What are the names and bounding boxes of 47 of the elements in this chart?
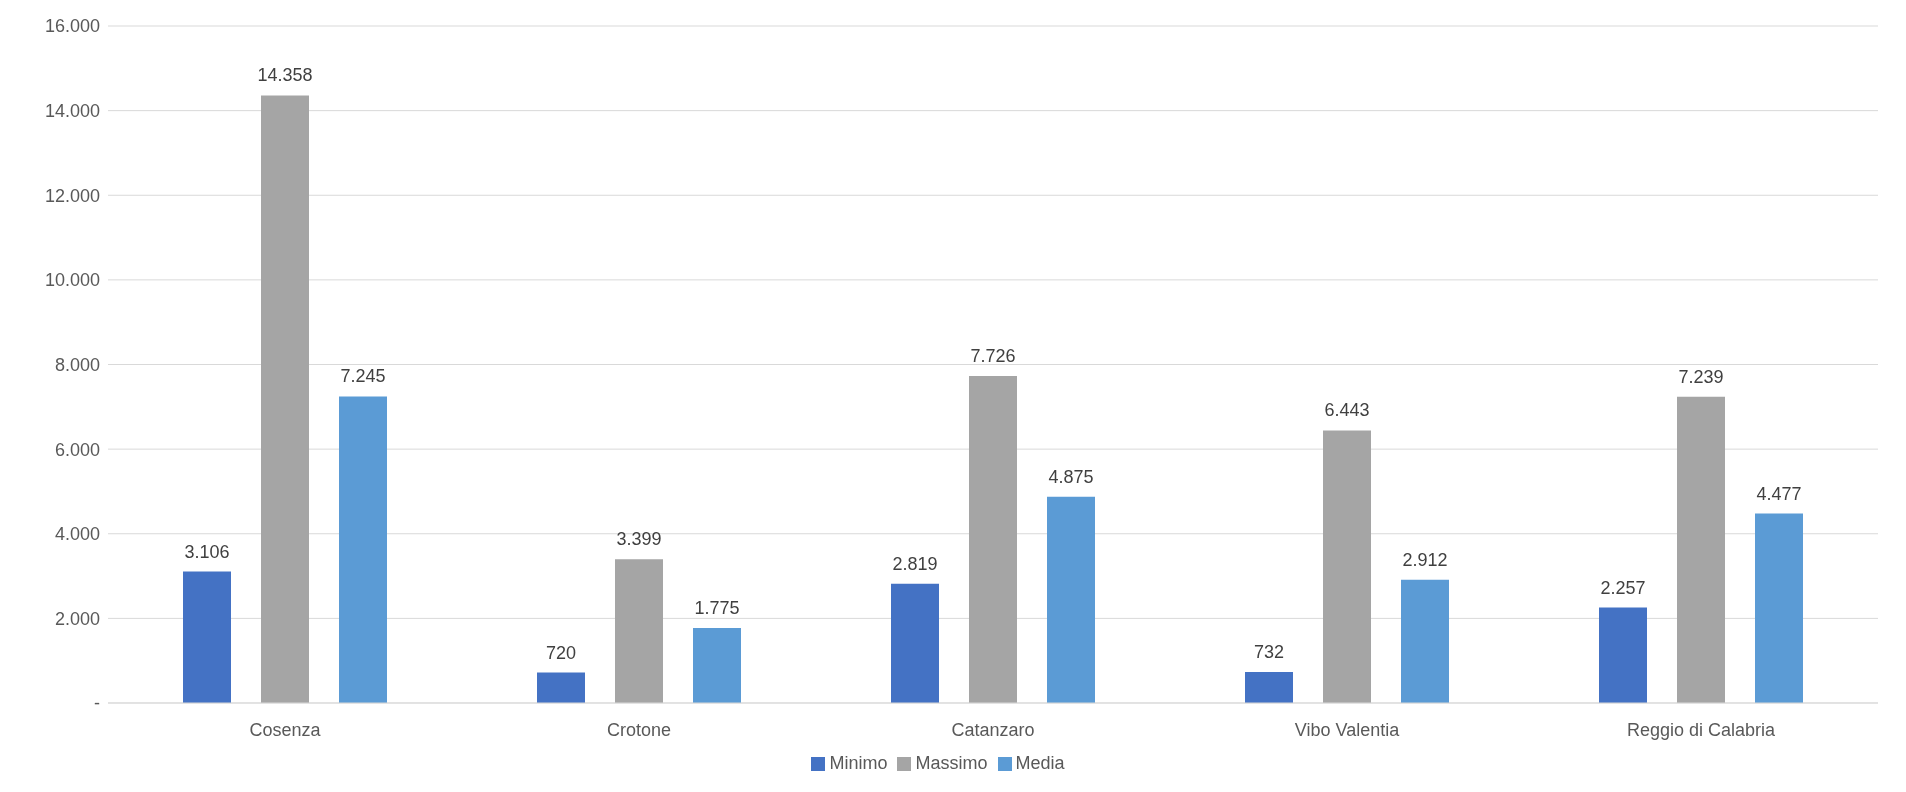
bar — [1245, 672, 1293, 703]
bar — [693, 627, 741, 703]
y-tick-label: 8.000 — [54, 354, 100, 375]
data-label: 14.358 — [257, 65, 313, 86]
data-label: 2.257 — [1600, 577, 1646, 598]
bar — [1755, 513, 1803, 703]
y-tick-label: 10.000 — [44, 270, 100, 291]
data-label: 7.239 — [1678, 366, 1724, 387]
y-tick-label: - — [94, 693, 100, 714]
y-tick-label: 16.000 — [44, 16, 100, 37]
bar — [261, 95, 309, 703]
data-label: 732 — [1253, 642, 1285, 663]
data-label: 720 — [545, 642, 577, 663]
bar — [1047, 496, 1095, 703]
x-tick-label: Cosenza — [249, 719, 322, 740]
y-tick-label: 12.000 — [44, 185, 100, 206]
data-label: 4.477 — [1756, 483, 1802, 504]
data-label: 4.875 — [1048, 466, 1094, 487]
data-label: 7.726 — [970, 346, 1016, 367]
bar — [339, 396, 387, 703]
bar — [969, 376, 1017, 703]
y-tick-label: 14.000 — [44, 101, 100, 122]
data-label: 3.399 — [616, 529, 662, 550]
bar — [537, 672, 585, 703]
bar — [615, 559, 663, 703]
bar — [1599, 607, 1647, 703]
data-label: 2.819 — [892, 553, 938, 574]
legend-label: Massimo — [915, 753, 988, 773]
y-tick-label: 2.000 — [54, 608, 100, 629]
bar — [1323, 430, 1371, 703]
bar — [183, 571, 231, 703]
x-tick-label: Vibo Valentia — [1294, 719, 1401, 740]
data-label: 6.443 — [1324, 400, 1370, 421]
data-label: 1.775 — [694, 597, 740, 618]
data-label: 2.912 — [1402, 549, 1448, 570]
bar — [1677, 396, 1725, 703]
bar — [891, 583, 939, 703]
data-label: 7.245 — [340, 366, 386, 387]
legend-label: Minimo — [829, 753, 888, 773]
legend-label: Media — [1015, 753, 1065, 773]
y-tick-label: 6.000 — [54, 439, 100, 460]
bar — [1401, 579, 1449, 703]
data-label: 3.106 — [184, 541, 230, 562]
x-tick-label: Reggio di Calabria — [1626, 719, 1777, 740]
x-tick-label: Catanzaro — [951, 719, 1035, 740]
x-tick-label: Crotone — [606, 719, 672, 740]
y-tick-label: 4.000 — [54, 524, 100, 545]
